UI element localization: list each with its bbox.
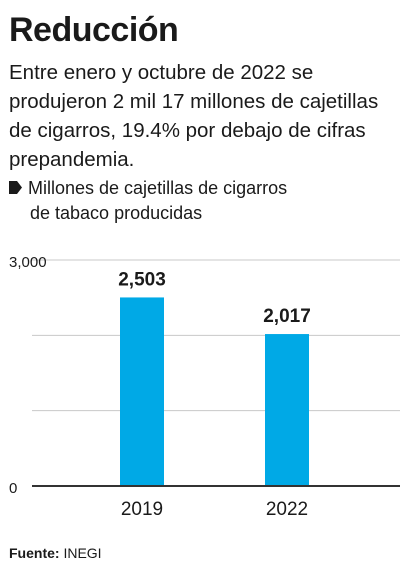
bar	[265, 334, 309, 486]
bar-chart: 2,503 2,017 0 3,000 2019 2022	[9, 254, 400, 520]
axes: 0 3,000 2019 2022	[9, 254, 400, 520]
x-tick-label: 2019	[121, 499, 163, 520]
x-tick-label: 2022	[266, 499, 308, 520]
source-value: INEGI	[63, 545, 102, 561]
series-label-line2: de tabaco producidas	[30, 203, 203, 223]
chart-title: Reducción	[9, 11, 179, 49]
bar	[120, 297, 164, 486]
y-tick-label: 3,000	[9, 254, 47, 271]
tag-marker-icon	[9, 181, 22, 194]
source-note: Fuente: INEGI	[9, 544, 102, 562]
bar-value-label: 2,017	[263, 306, 311, 327]
source-label: Fuente:	[9, 545, 60, 561]
bars: 2,503 2,017	[118, 269, 311, 486]
bar-value-label: 2,503	[118, 269, 166, 290]
chart-subtitle: Entre enero y octubre de 2022 se produje…	[9, 61, 379, 171]
y-tick-label: 0	[9, 480, 17, 497]
grid-lines	[32, 259, 400, 412]
series-label-line1: Millones de cajetillas de cigarros	[28, 178, 288, 198]
series-label: Millones de cajetillas de cigarros de ta…	[9, 176, 399, 226]
